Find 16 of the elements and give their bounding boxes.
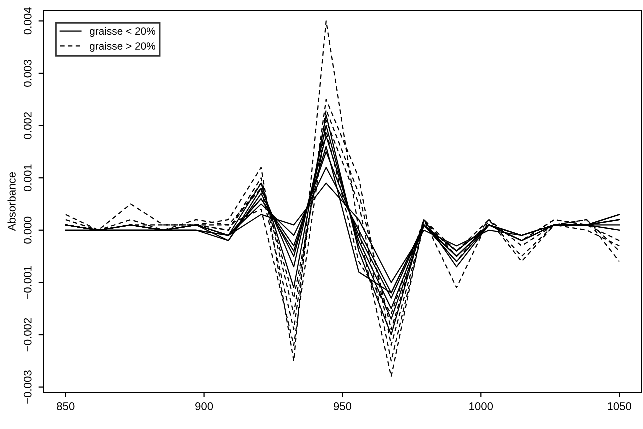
x-tick-label: 850 bbox=[57, 402, 75, 410]
y-tick-label: 0.002 bbox=[24, 112, 32, 140]
legend-label: graisse < 20% bbox=[90, 27, 156, 38]
x-tick-label: 1050 bbox=[608, 402, 632, 410]
y-tick-label: −0.003 bbox=[24, 370, 32, 404]
y-tick-label: 0.003 bbox=[24, 60, 32, 87]
y-tick-label: 0.004 bbox=[24, 8, 32, 35]
y-tick-label: 0.001 bbox=[24, 164, 32, 192]
x-tick-label: 900 bbox=[196, 402, 214, 410]
y-tick-label: −0.002 bbox=[24, 318, 32, 352]
x-tick-label: 1000 bbox=[470, 402, 494, 410]
y-tick-label: −0.001 bbox=[24, 266, 32, 300]
x-tick-label: 950 bbox=[334, 402, 352, 410]
y-tick-label: 0.000 bbox=[24, 216, 32, 244]
legend-label: graisse > 20% bbox=[90, 42, 156, 52]
y-axis-title: Absorbance bbox=[8, 172, 16, 232]
